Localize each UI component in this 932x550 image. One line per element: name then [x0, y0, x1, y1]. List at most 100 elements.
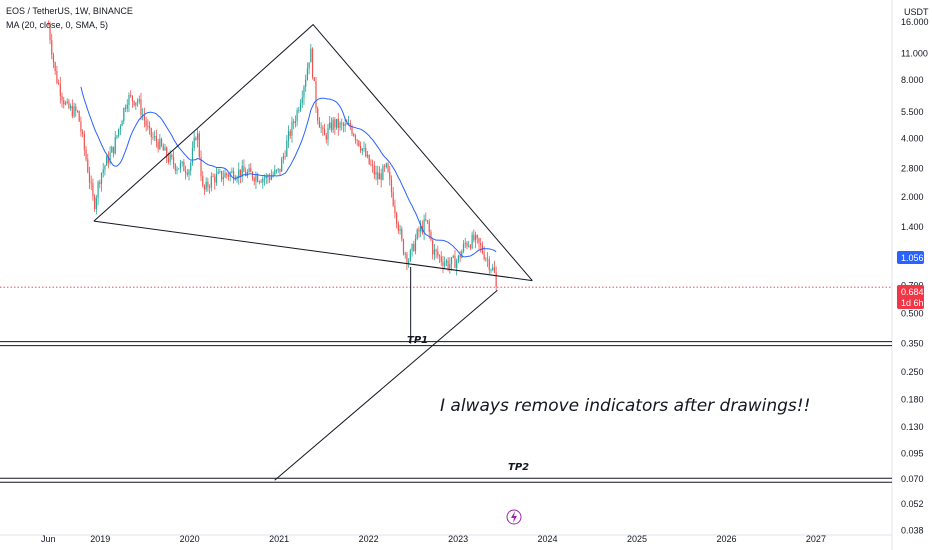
candle-body [308, 62, 310, 69]
candle-body [327, 128, 329, 140]
x-tick-label: 2027 [806, 534, 826, 544]
candle-body [284, 156, 286, 157]
candlesticks [47, 20, 497, 291]
target-projection-line [274, 289, 498, 481]
candle-body [183, 161, 185, 172]
candle-body [196, 133, 199, 140]
candle-body [452, 255, 454, 258]
y-tick-label: 16.000 [901, 17, 929, 27]
candle-body [315, 81, 317, 109]
candle-body [310, 48, 312, 63]
candle-body [174, 164, 176, 171]
candle-body [281, 159, 283, 172]
candle-body [420, 225, 422, 232]
candle-body [54, 62, 56, 71]
x-tick-label: 2024 [538, 534, 558, 544]
candle-body [222, 177, 224, 180]
candle-body [112, 146, 115, 154]
candle-body [95, 197, 97, 209]
candle-body [442, 261, 444, 266]
candle-body [130, 95, 132, 96]
candle-body [82, 131, 84, 134]
candle-body [147, 125, 149, 127]
candle-body [474, 235, 477, 241]
candle-body [476, 235, 478, 239]
candle-body [351, 127, 353, 135]
candle-body [320, 127, 322, 129]
candle-body [449, 264, 451, 268]
candle-body [169, 154, 171, 163]
y-tick-label: 11.000 [901, 48, 928, 58]
candle-body [401, 228, 403, 240]
candle-body [301, 97, 303, 104]
candle-body [274, 170, 276, 175]
candle-body [63, 100, 65, 105]
candle-body [440, 256, 442, 262]
candle-body [118, 128, 120, 136]
candle-body [263, 178, 266, 180]
candle-body [341, 122, 343, 125]
candle-body [66, 101, 68, 103]
candle-body [178, 168, 180, 170]
candle-body [435, 249, 437, 252]
y-tick-label: 0.500 [901, 309, 924, 319]
candle-body [270, 175, 272, 180]
candle-body [167, 157, 170, 163]
candle-body [71, 105, 73, 117]
last-price-tag: 0.684 1d 6h [897, 285, 924, 309]
candle-body [303, 86, 305, 98]
candle-body [155, 136, 158, 142]
candle-body [311, 48, 314, 78]
candle-body [483, 252, 485, 260]
candle-body [157, 141, 159, 149]
candle-body [212, 176, 214, 177]
candle-body [430, 231, 432, 241]
candle-body [135, 102, 137, 106]
candle-body [200, 157, 202, 177]
candle-body [138, 99, 140, 102]
candle-body [190, 162, 192, 171]
lightning-icon[interactable] [506, 509, 522, 525]
candle-body [416, 229, 418, 239]
candle-body [361, 148, 363, 151]
candle-body [172, 157, 175, 165]
candle-body [468, 245, 470, 247]
candle-body [438, 255, 441, 257]
candle-body [469, 245, 472, 249]
candle-body [356, 139, 358, 141]
time-axis: Jun 2019 2020 2021 2022 2023 2024 2025 2026 2027 [41, 534, 826, 544]
candle-body [342, 124, 345, 126]
candle-body [207, 181, 209, 188]
candle-body [334, 119, 336, 128]
candle-body [205, 181, 207, 190]
candle-body [485, 258, 487, 260]
candle-body [64, 102, 67, 105]
y-tick-label: 2.800 [901, 164, 924, 174]
candle-body [269, 177, 271, 180]
annotation-text: I always remove indicators after drawing… [440, 396, 810, 416]
candle-body [75, 106, 77, 111]
candle-body [325, 135, 327, 140]
candle-body [492, 267, 494, 270]
candle-body [454, 255, 456, 268]
y-tick-label: 2.000 [901, 192, 924, 202]
candle-body [425, 219, 427, 221]
candle-body [459, 255, 461, 258]
candle-body [332, 119, 334, 131]
candle-body [234, 179, 236, 181]
candle-body [217, 171, 219, 174]
candle-body [111, 146, 113, 153]
candle-body [404, 253, 406, 255]
candle-body [267, 175, 269, 178]
currency-label: USDT [904, 7, 929, 17]
candle-body [447, 260, 449, 268]
x-tick-label: 2023 [448, 534, 468, 544]
x-tick-label: Jun [41, 534, 56, 544]
candle-body [287, 131, 290, 141]
candle-body [126, 104, 128, 109]
candle-body [248, 168, 250, 172]
moving-average-line [80, 86, 497, 258]
candle-body [296, 110, 298, 122]
candle-body [51, 40, 53, 55]
